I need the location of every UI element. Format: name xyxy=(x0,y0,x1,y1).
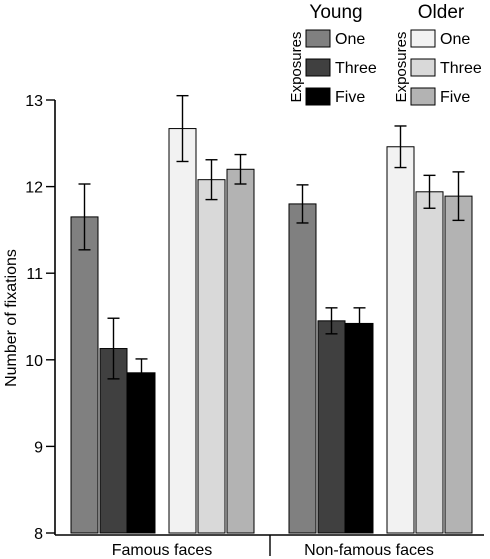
error-bar xyxy=(423,174,436,209)
error-bar xyxy=(296,184,309,224)
bar-older-one-1 xyxy=(168,128,197,534)
error-bar xyxy=(205,159,218,201)
bar-older-three-2 xyxy=(415,191,444,534)
error-bar xyxy=(176,94,189,163)
x-category-label: Famous faces xyxy=(112,542,212,559)
error-bar xyxy=(353,307,366,340)
legend-label: Three xyxy=(335,60,377,77)
legend-label: Five xyxy=(335,89,365,106)
bar-young-one-1 xyxy=(70,216,99,534)
legend-swatch xyxy=(305,87,331,106)
y-tick-label: 10 xyxy=(25,353,43,370)
error-bar xyxy=(325,307,338,335)
bar-young-three-2 xyxy=(317,320,346,534)
y-tick-label: 8 xyxy=(34,526,43,543)
error-bar xyxy=(78,183,91,251)
bar-older-five-2 xyxy=(444,195,473,534)
legend-label: Five xyxy=(440,89,470,106)
bar-older-five-1 xyxy=(226,168,255,534)
error-bar xyxy=(107,317,120,380)
legend-swatch xyxy=(410,58,436,77)
legend-label: One xyxy=(440,31,470,48)
legend-subtitle: Exposures xyxy=(288,32,305,103)
y-axis-label: Number of fixations xyxy=(3,249,20,387)
legend-swatch xyxy=(305,58,331,77)
legend-swatch xyxy=(410,29,436,48)
bar-older-one-2 xyxy=(386,146,415,534)
legend-swatch xyxy=(410,87,436,106)
bar-young-five-1 xyxy=(127,372,156,534)
y-tick-label: 12 xyxy=(25,180,43,197)
legend-group-older: Older Exposures One Three Five xyxy=(393,2,482,106)
y-tick-label: 13 xyxy=(25,93,43,110)
y-tick-label: 9 xyxy=(34,439,43,456)
error-bar xyxy=(452,171,465,222)
bar-young-one-2 xyxy=(288,203,317,534)
legend-swatch xyxy=(305,29,331,48)
bar-older-three-1 xyxy=(197,179,226,534)
axes-layer: 8 9 10 11 12 13 Famous faces Non-famous faces Nu… xyxy=(3,93,484,559)
error-bar xyxy=(135,358,148,388)
x-category-label: Non-famous faces xyxy=(304,542,434,559)
y-tick-label: 11 xyxy=(26,266,43,283)
bars-layer xyxy=(70,94,473,534)
legend-title: Young xyxy=(309,2,362,23)
legend-title: Older xyxy=(418,2,465,23)
error-bar xyxy=(234,153,247,185)
legend-subtitle: Exposures xyxy=(393,32,410,103)
legend-label: One xyxy=(335,31,365,48)
legend-label: Three xyxy=(440,60,482,77)
error-bar xyxy=(394,125,407,169)
bar-young-five-2 xyxy=(345,322,374,534)
